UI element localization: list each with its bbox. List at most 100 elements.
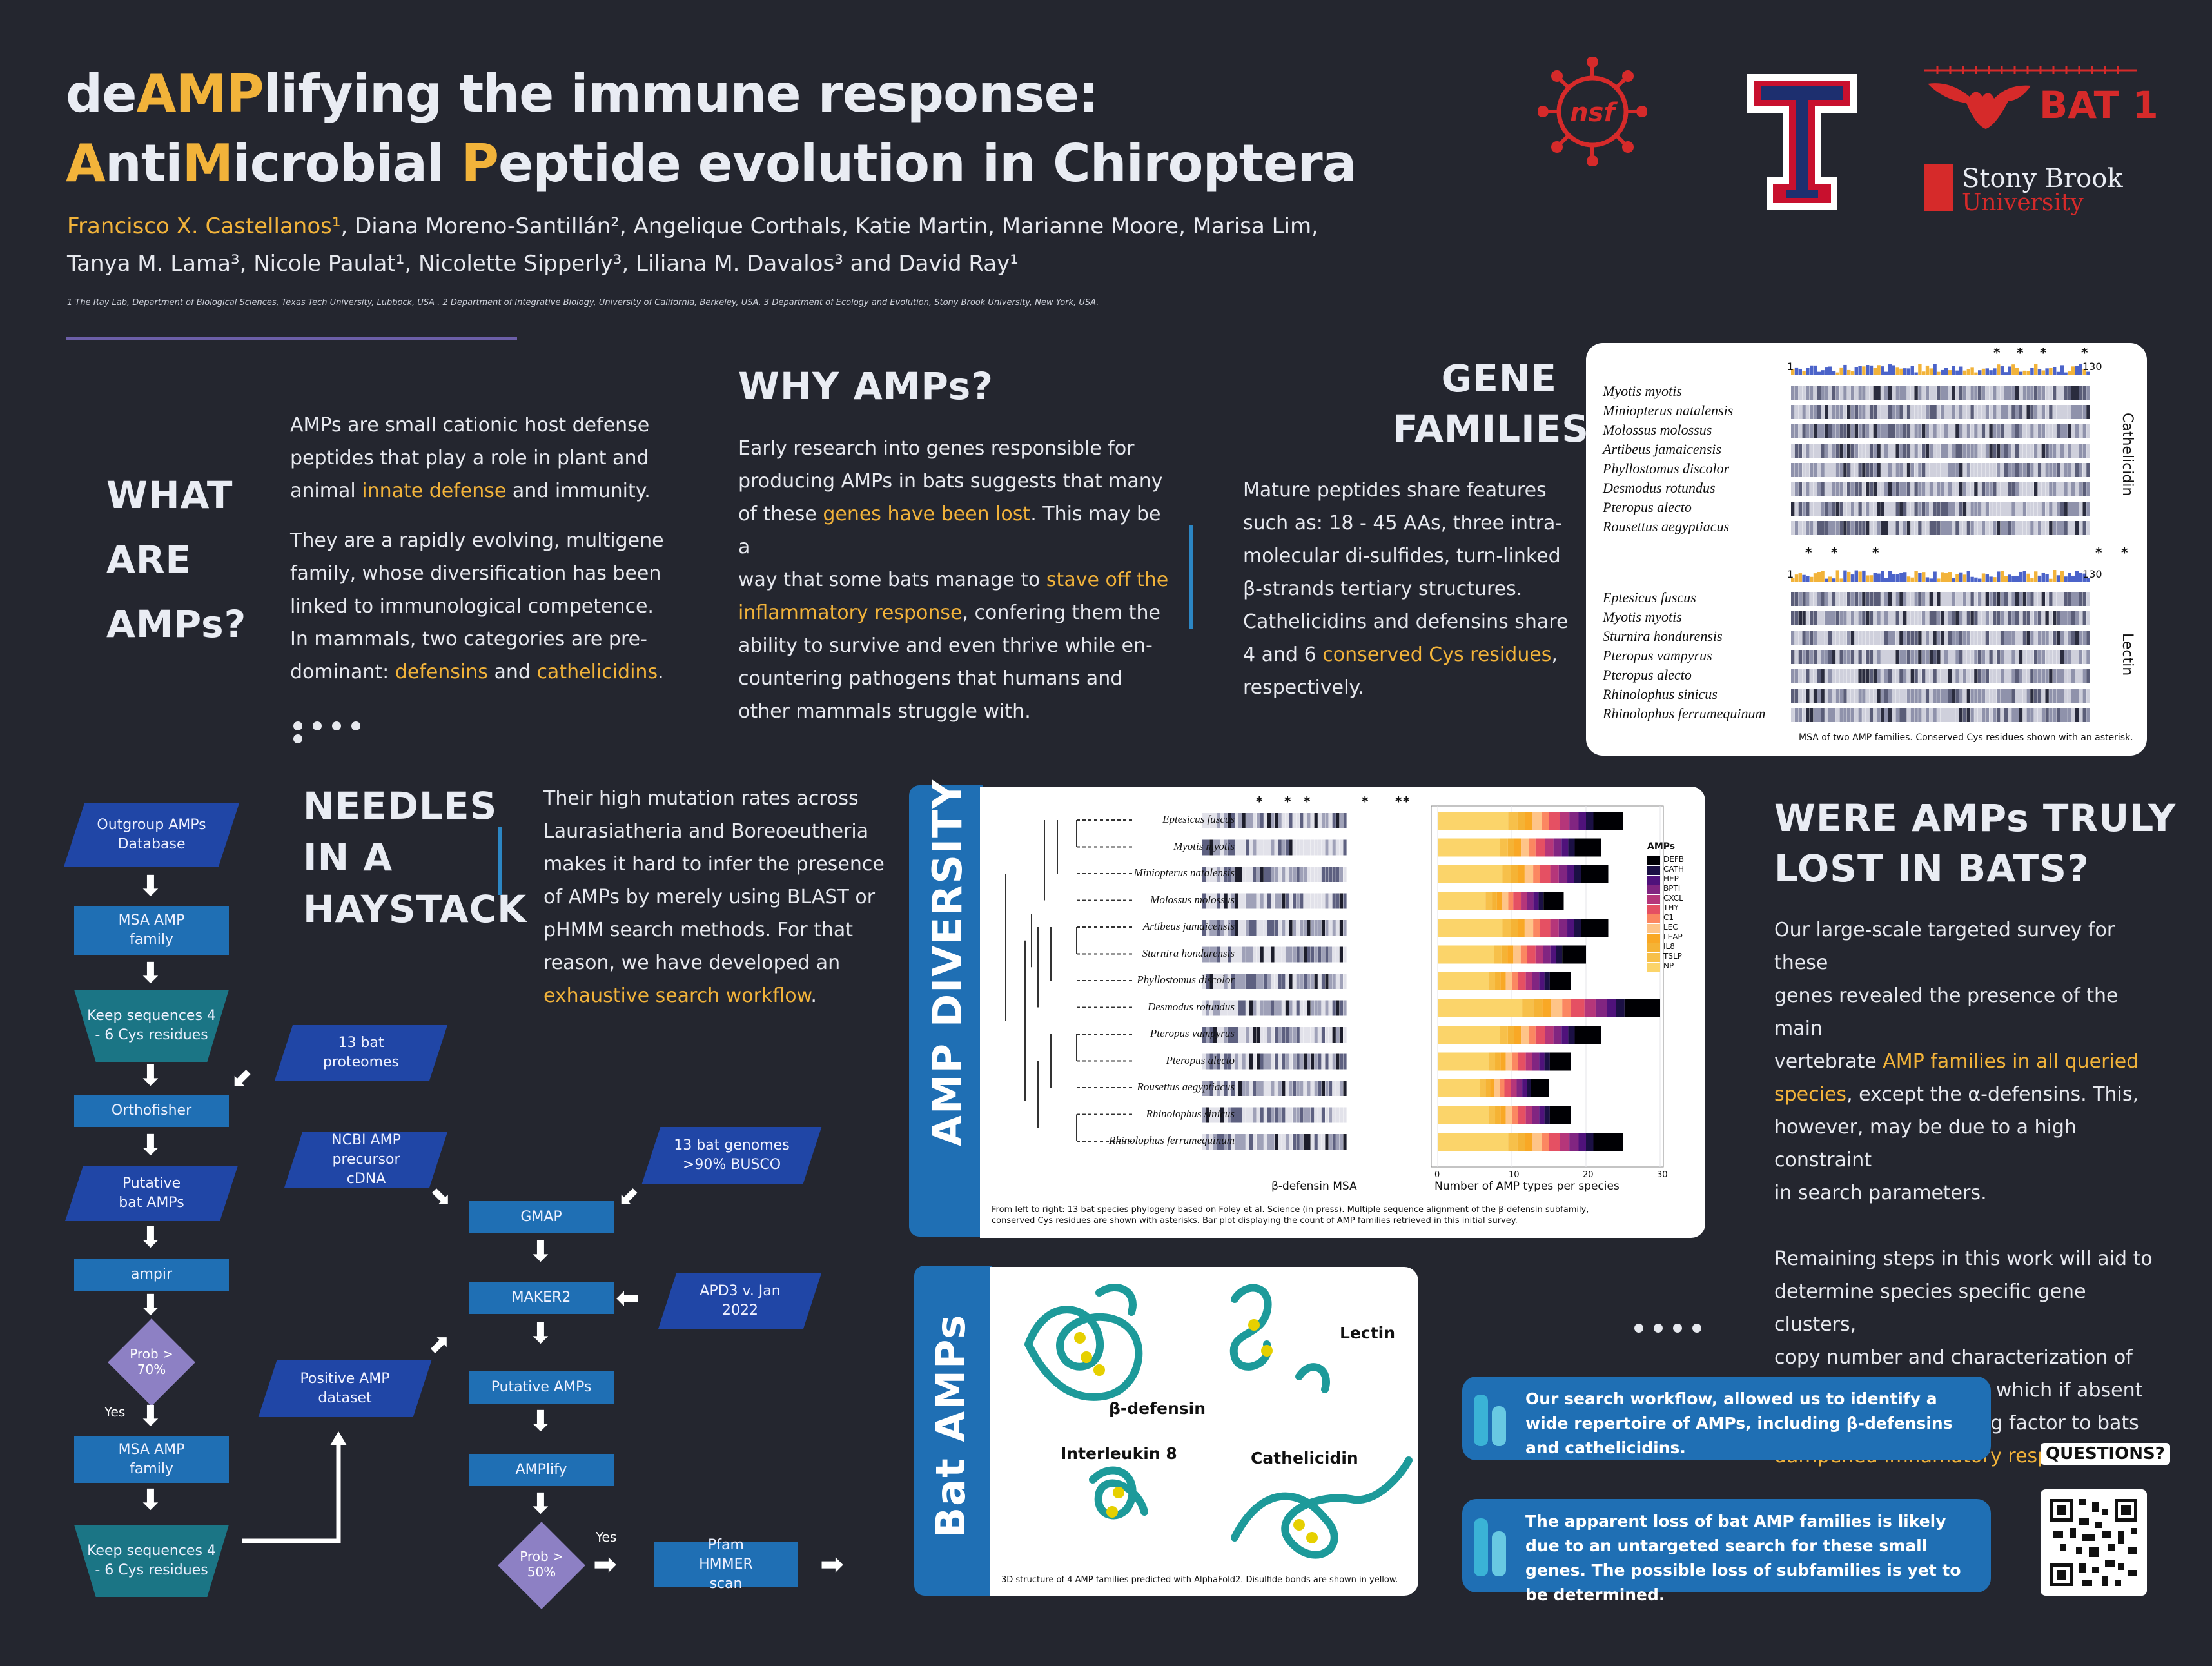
conservation-bar [1959,366,1963,375]
msa-cell [1974,631,1978,645]
msa-cell [1339,1134,1343,1150]
msa-cell [1910,444,1914,458]
msa-cell [1825,482,1828,496]
conservation-bar [1944,368,1948,375]
msa-cell [1213,946,1217,963]
conservation-bar [1952,578,1955,582]
msa-cell [1959,650,1963,664]
msa-cell [1271,1027,1275,1043]
msa-cell [1794,502,1799,516]
msa-cell [2030,650,2034,664]
msa-cell [1948,592,1952,606]
msa-cell [1962,708,1967,722]
qr-code[interactable] [2041,1489,2147,1596]
arrow-upright-icon: ⬈ [427,1329,449,1359]
msa-cell [1933,502,1937,516]
msa-cell [1267,1027,1271,1043]
msa-cell [1854,482,1858,496]
msa-cell [1899,669,1903,683]
msa-cell [1966,463,1970,477]
msa-cell [1289,813,1293,828]
bar-segment [1525,1133,1532,1151]
legend-swatch [1647,895,1660,904]
msa-cell [2026,405,2030,419]
msa-cell [1914,689,1918,703]
msa-cell [1311,974,1315,989]
conservation-bar [2075,366,2079,375]
conservation-bar [2060,571,2064,582]
msa-cell [1246,867,1249,882]
msa-cell [1300,813,1304,828]
msa-cell [1311,1000,1315,1016]
msa-cell [1989,386,1993,400]
legend-label: HEP [1663,874,1679,883]
msa-cell [2041,386,2045,400]
msa-cell [1264,1000,1267,1016]
msa-cell [1238,1081,1242,1096]
msa-cell [1877,708,1881,722]
msa-cell [2079,424,2082,438]
msa-cell [1217,1027,1220,1043]
msa-cell [1825,424,1828,438]
msa-cell [1794,611,1799,625]
msa-cell [1966,631,1970,645]
msa-cell [1828,650,1832,664]
msa-cell [1847,386,1851,400]
species-label: Pteropus alecto [1166,1054,1235,1066]
msa-cell [1325,1027,1329,1043]
msa-cell [2075,650,2079,664]
msa-cell [1235,839,1238,856]
msa-cell [1832,482,1836,496]
msa-cell [1285,1027,1289,1043]
msa-cell [1959,444,1963,458]
conservation-bar [1959,572,1963,582]
connector-arrow [242,1431,347,1544]
msa-cell [1906,631,1911,645]
msa-cell [1997,521,2001,535]
msa-cell [1285,867,1289,882]
msa-cell [1271,867,1275,882]
msa-cell [1850,463,1855,477]
msa-cell [1275,1054,1278,1070]
msa-cell [1981,592,1986,606]
conservation-bar [2086,371,2090,375]
msa-cell [1839,463,1843,477]
msa-cell [1955,611,1959,625]
msa-cell [1264,1054,1267,1070]
msa-cell [1989,689,1993,703]
conservation-bar [1918,573,1922,582]
msa-cell [1981,482,1986,496]
conservation-bar [1948,370,1952,375]
msa-cell [1850,611,1855,625]
msa-cell [1321,867,1325,882]
msa-cell [1825,405,1828,419]
msa-cell [2037,650,2042,664]
msa-cell [1832,650,1836,664]
lectin-label: Lectin [1340,1324,1396,1342]
msa-cell [1289,1000,1293,1016]
msa-cell [1329,1027,1333,1043]
msa-cell [1877,631,1881,645]
msa-cell [1209,893,1213,909]
conserved-cys-marker: * [1395,794,1402,809]
msa-cell [1835,708,1839,722]
msa-cell [1981,444,1986,458]
msa-cell [2008,708,2011,722]
msa-cell [1858,592,1862,606]
msa-cell [1974,650,1978,664]
msa-cell [1828,444,1832,458]
msa-cell [1970,708,1974,722]
msa-cell [2049,463,2053,477]
msa-cell [2049,611,2053,625]
conserved-cys-marker: * [1362,794,1369,809]
msa-cell [1962,502,1967,516]
msa-cell [1285,920,1289,936]
msa-cell [1791,650,1795,664]
bar-segment [1544,972,1550,990]
apd3: APD3 v. Jan 2022 [658,1273,821,1329]
msa-cell [1253,867,1257,882]
msa-cell [1257,1054,1260,1070]
msa-cell [1242,1027,1246,1043]
msa-cell [1884,631,1888,645]
msa-cell [2011,592,2015,606]
